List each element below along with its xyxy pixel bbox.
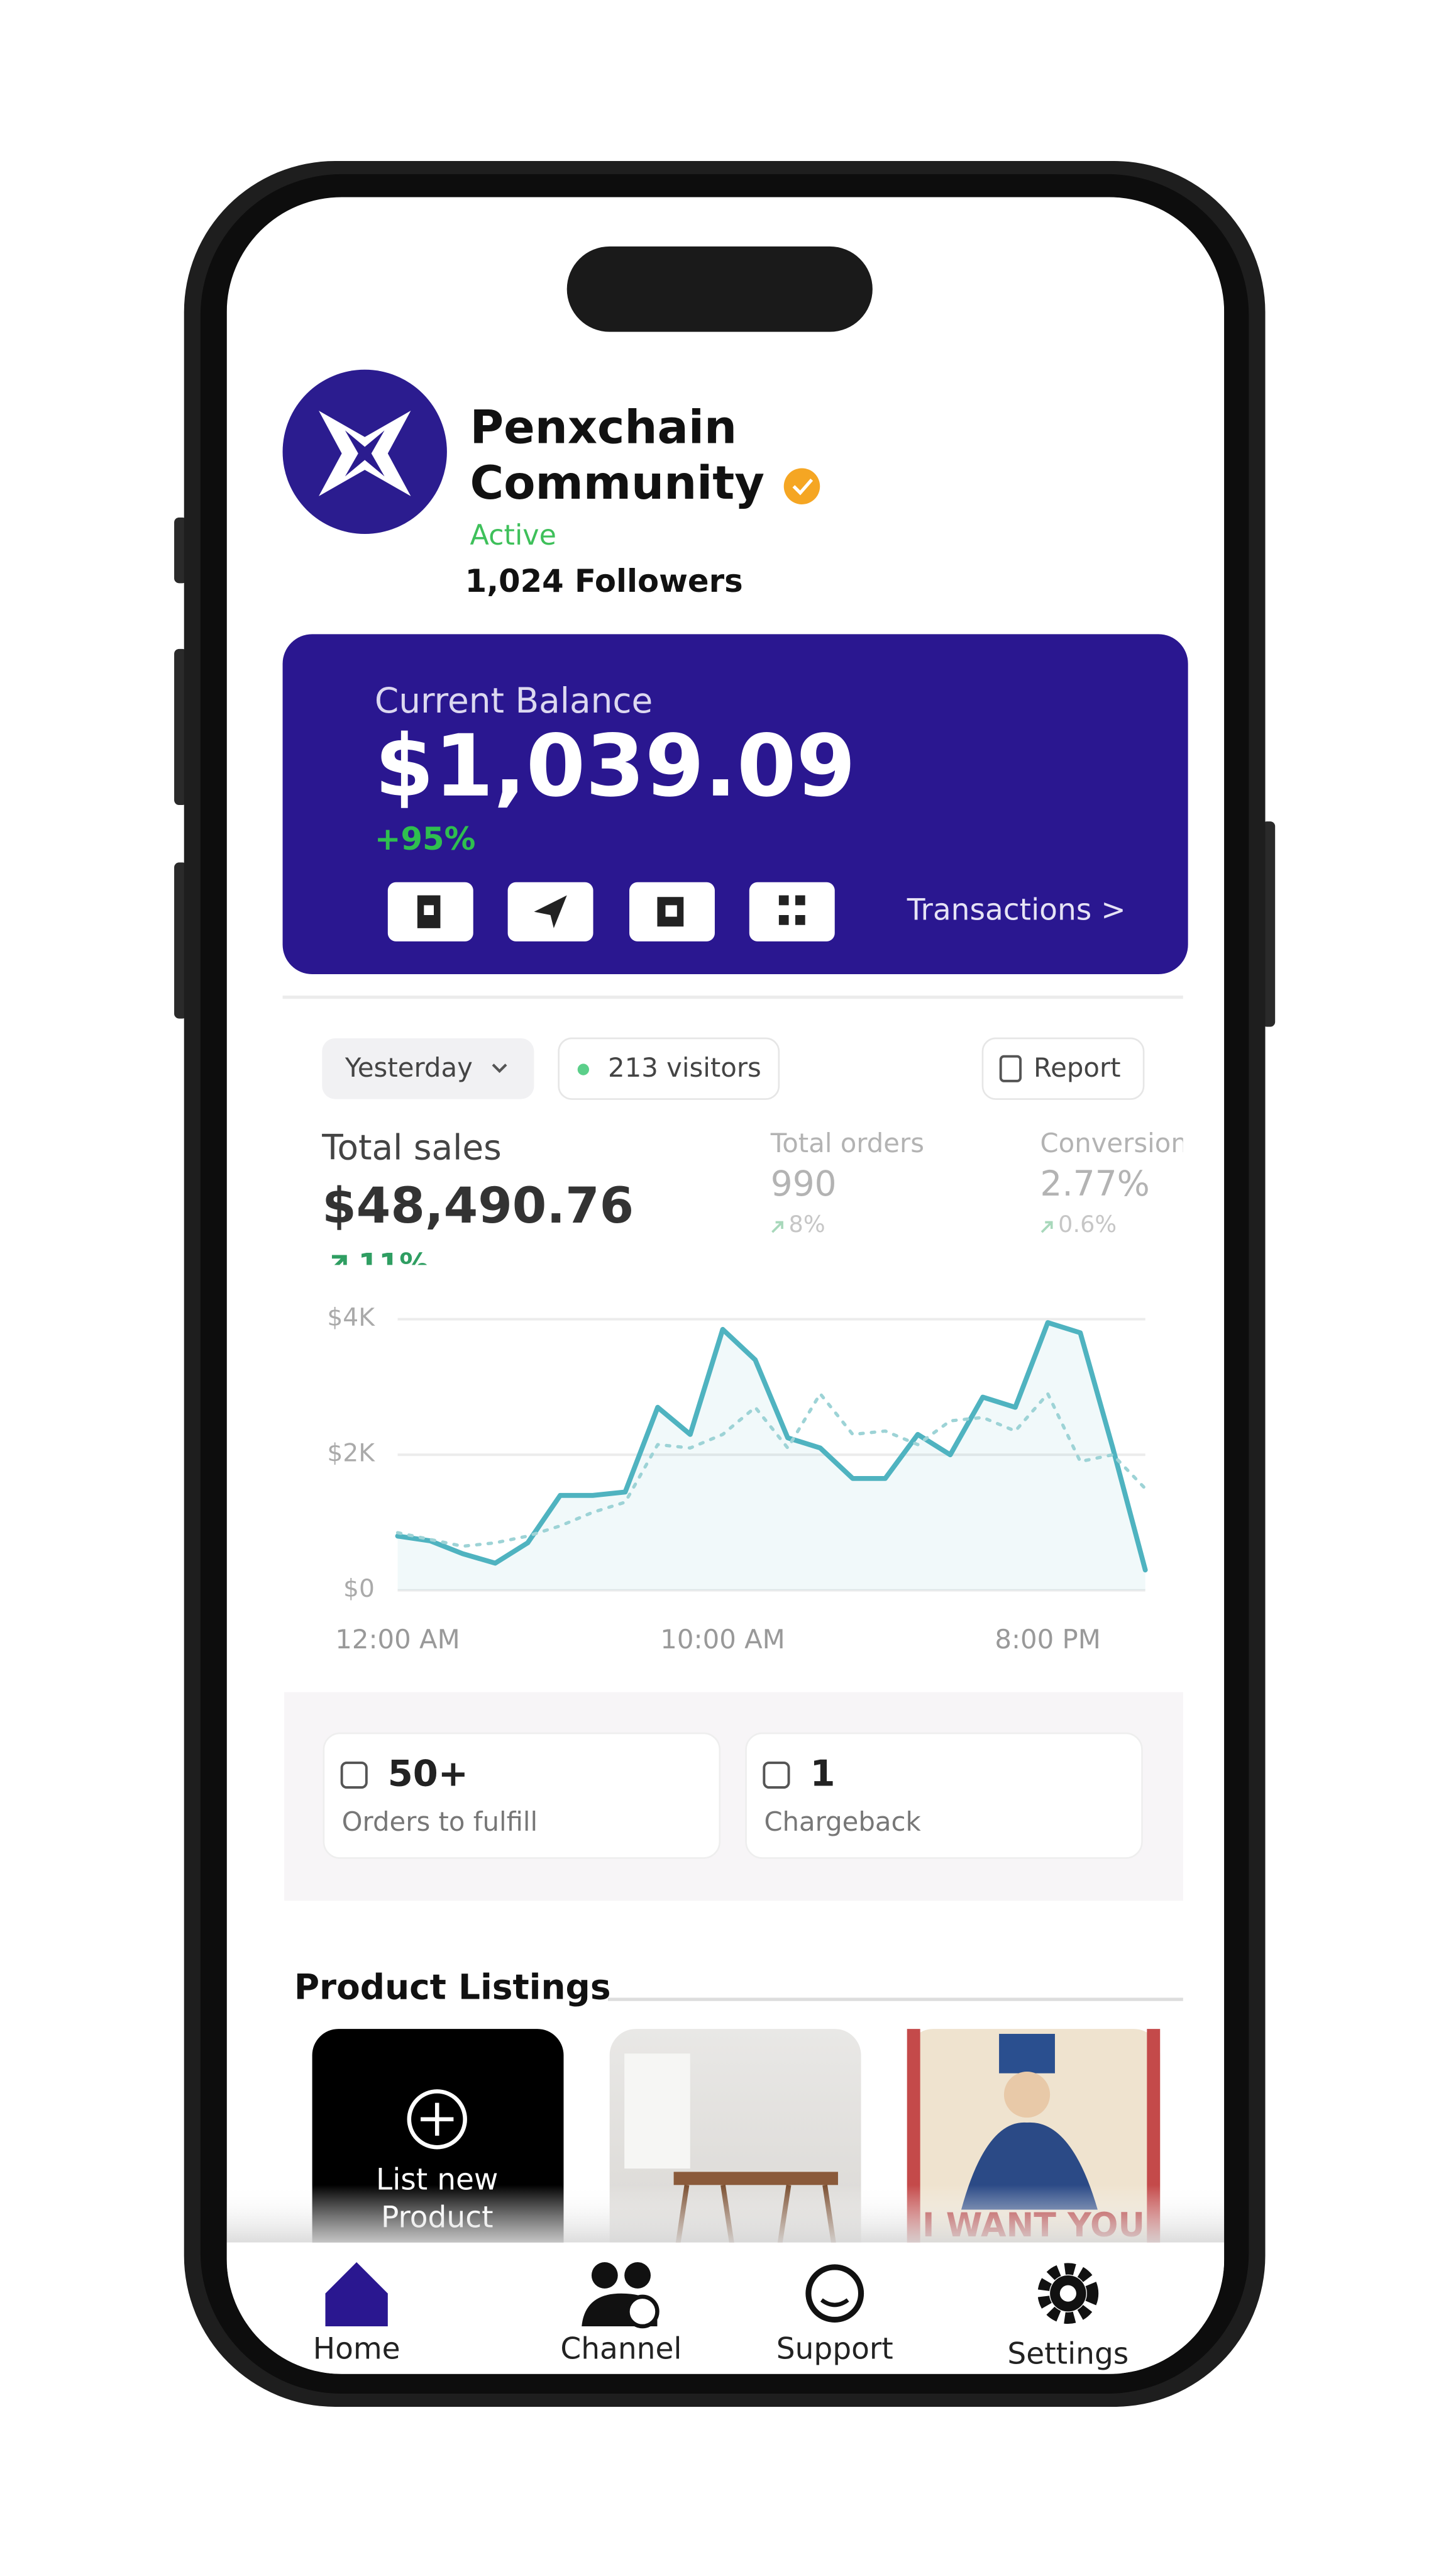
report-label[interactable]: Report [1034,1052,1121,1083]
trend-arrow [324,1255,347,1265]
balance-action-button[interactable] [749,882,835,941]
task-label: Chargeback [764,1806,921,1837]
channel-icon [591,2262,618,2289]
room-window [624,2053,690,2169]
action-icon [657,897,684,927]
profile-name: Penxchain [470,401,737,454]
nav-shadow [226,2185,1225,2243]
plus [421,2102,454,2136]
metric-label: Total sales [321,1128,501,1168]
nav-label[interactable]: Home [313,2332,400,2367]
transactions-link[interactable]: Transactions > [907,892,1126,927]
action-icon [534,895,567,928]
task-card[interactable] [323,1732,721,1859]
y-tick-label: $2K [327,1440,375,1468]
settings-icon [1037,2263,1099,2324]
metric-value: 990 [771,1163,837,1204]
action-icon [778,895,805,925]
balance-action-button[interactable] [387,882,473,941]
task-value: 50+ [388,1752,468,1794]
sales-area [397,1323,1145,1591]
period-label[interactable]: Yesterday [345,1052,473,1083]
task-value: 1 [810,1752,836,1794]
nav-label[interactable]: Channel [560,2332,682,2367]
trend-arrow [771,1221,783,1233]
sales-line [395,1392,1147,1548]
report-icon [999,1055,1022,1082]
task-card[interactable] [745,1732,1143,1859]
dynamic-island [566,246,873,332]
profile-followers: 1,024 Followers [465,563,743,599]
home-icon [325,2262,388,2326]
chevron [492,1063,507,1074]
visitors-label: 213 visitors [608,1052,761,1083]
uncle-sam-face [1003,2072,1051,2118]
sales-chart: $0 $2K $4K 12:00 AM 10:00 AM 8:00 PM [327,1304,1148,1655]
metric-change: 11% [358,1248,429,1282]
x-tick-label: 10:00 AM [660,1624,785,1655]
screen-bg [226,197,1225,2374]
verified-badge [783,468,820,504]
support-face [820,2298,849,2307]
metric-label: Total orders [770,1128,924,1158]
support-icon [805,2264,864,2323]
channel-plus [626,2294,660,2329]
balance-action-button[interactable] [629,882,715,941]
profile-name: Community [470,457,764,510]
metrics: Total sales $48,490.76 11% Total orders 990 8… [321,1128,1187,1282]
nav-label[interactable]: Support [776,2332,893,2367]
settings-hole [1059,2285,1076,2302]
metric-value: $48,490.76 [322,1177,634,1235]
task-label: Orders to fulfill [342,1806,538,1837]
uncle-sam-hat [999,2033,1055,2074]
visitors-pill [558,1037,780,1100]
balance-label: Current Balance [375,680,653,721]
balance-change: +95% [375,821,475,857]
plus-circle [407,2089,467,2150]
y-tick-label: $4K [327,1304,375,1332]
channel-icon [624,2262,651,2289]
desk-top [673,2172,838,2185]
sales-line [395,1320,1148,1573]
metric-value: 2.77% [1040,1163,1149,1204]
profile-status: Active [470,519,556,552]
trend-arrow [1040,1221,1053,1233]
y-tick-label: $0 [343,1575,375,1603]
x-tick-label: 8:00 PM [995,1624,1100,1655]
task-icon [763,1761,790,1789]
verified-check [792,479,814,496]
balance-amount: $1,039.09 [375,717,856,816]
avatar-logo [319,411,411,496]
metric-change: 0.6% [1058,1211,1117,1238]
listings-title: Product Listings [294,1967,611,2007]
visitors-dot [577,1063,589,1075]
report-button[interactable] [981,1037,1145,1100]
nav-label[interactable]: Settings [1007,2336,1129,2371]
period-filter[interactable] [322,1038,534,1099]
x-tick-label: 12:00 AM [335,1624,460,1655]
avatar [282,369,447,534]
task-icon [340,1761,368,1789]
metric-label: Conversion [1040,1128,1187,1158]
metric-change: 8% [789,1211,825,1238]
action-icon [417,895,441,928]
